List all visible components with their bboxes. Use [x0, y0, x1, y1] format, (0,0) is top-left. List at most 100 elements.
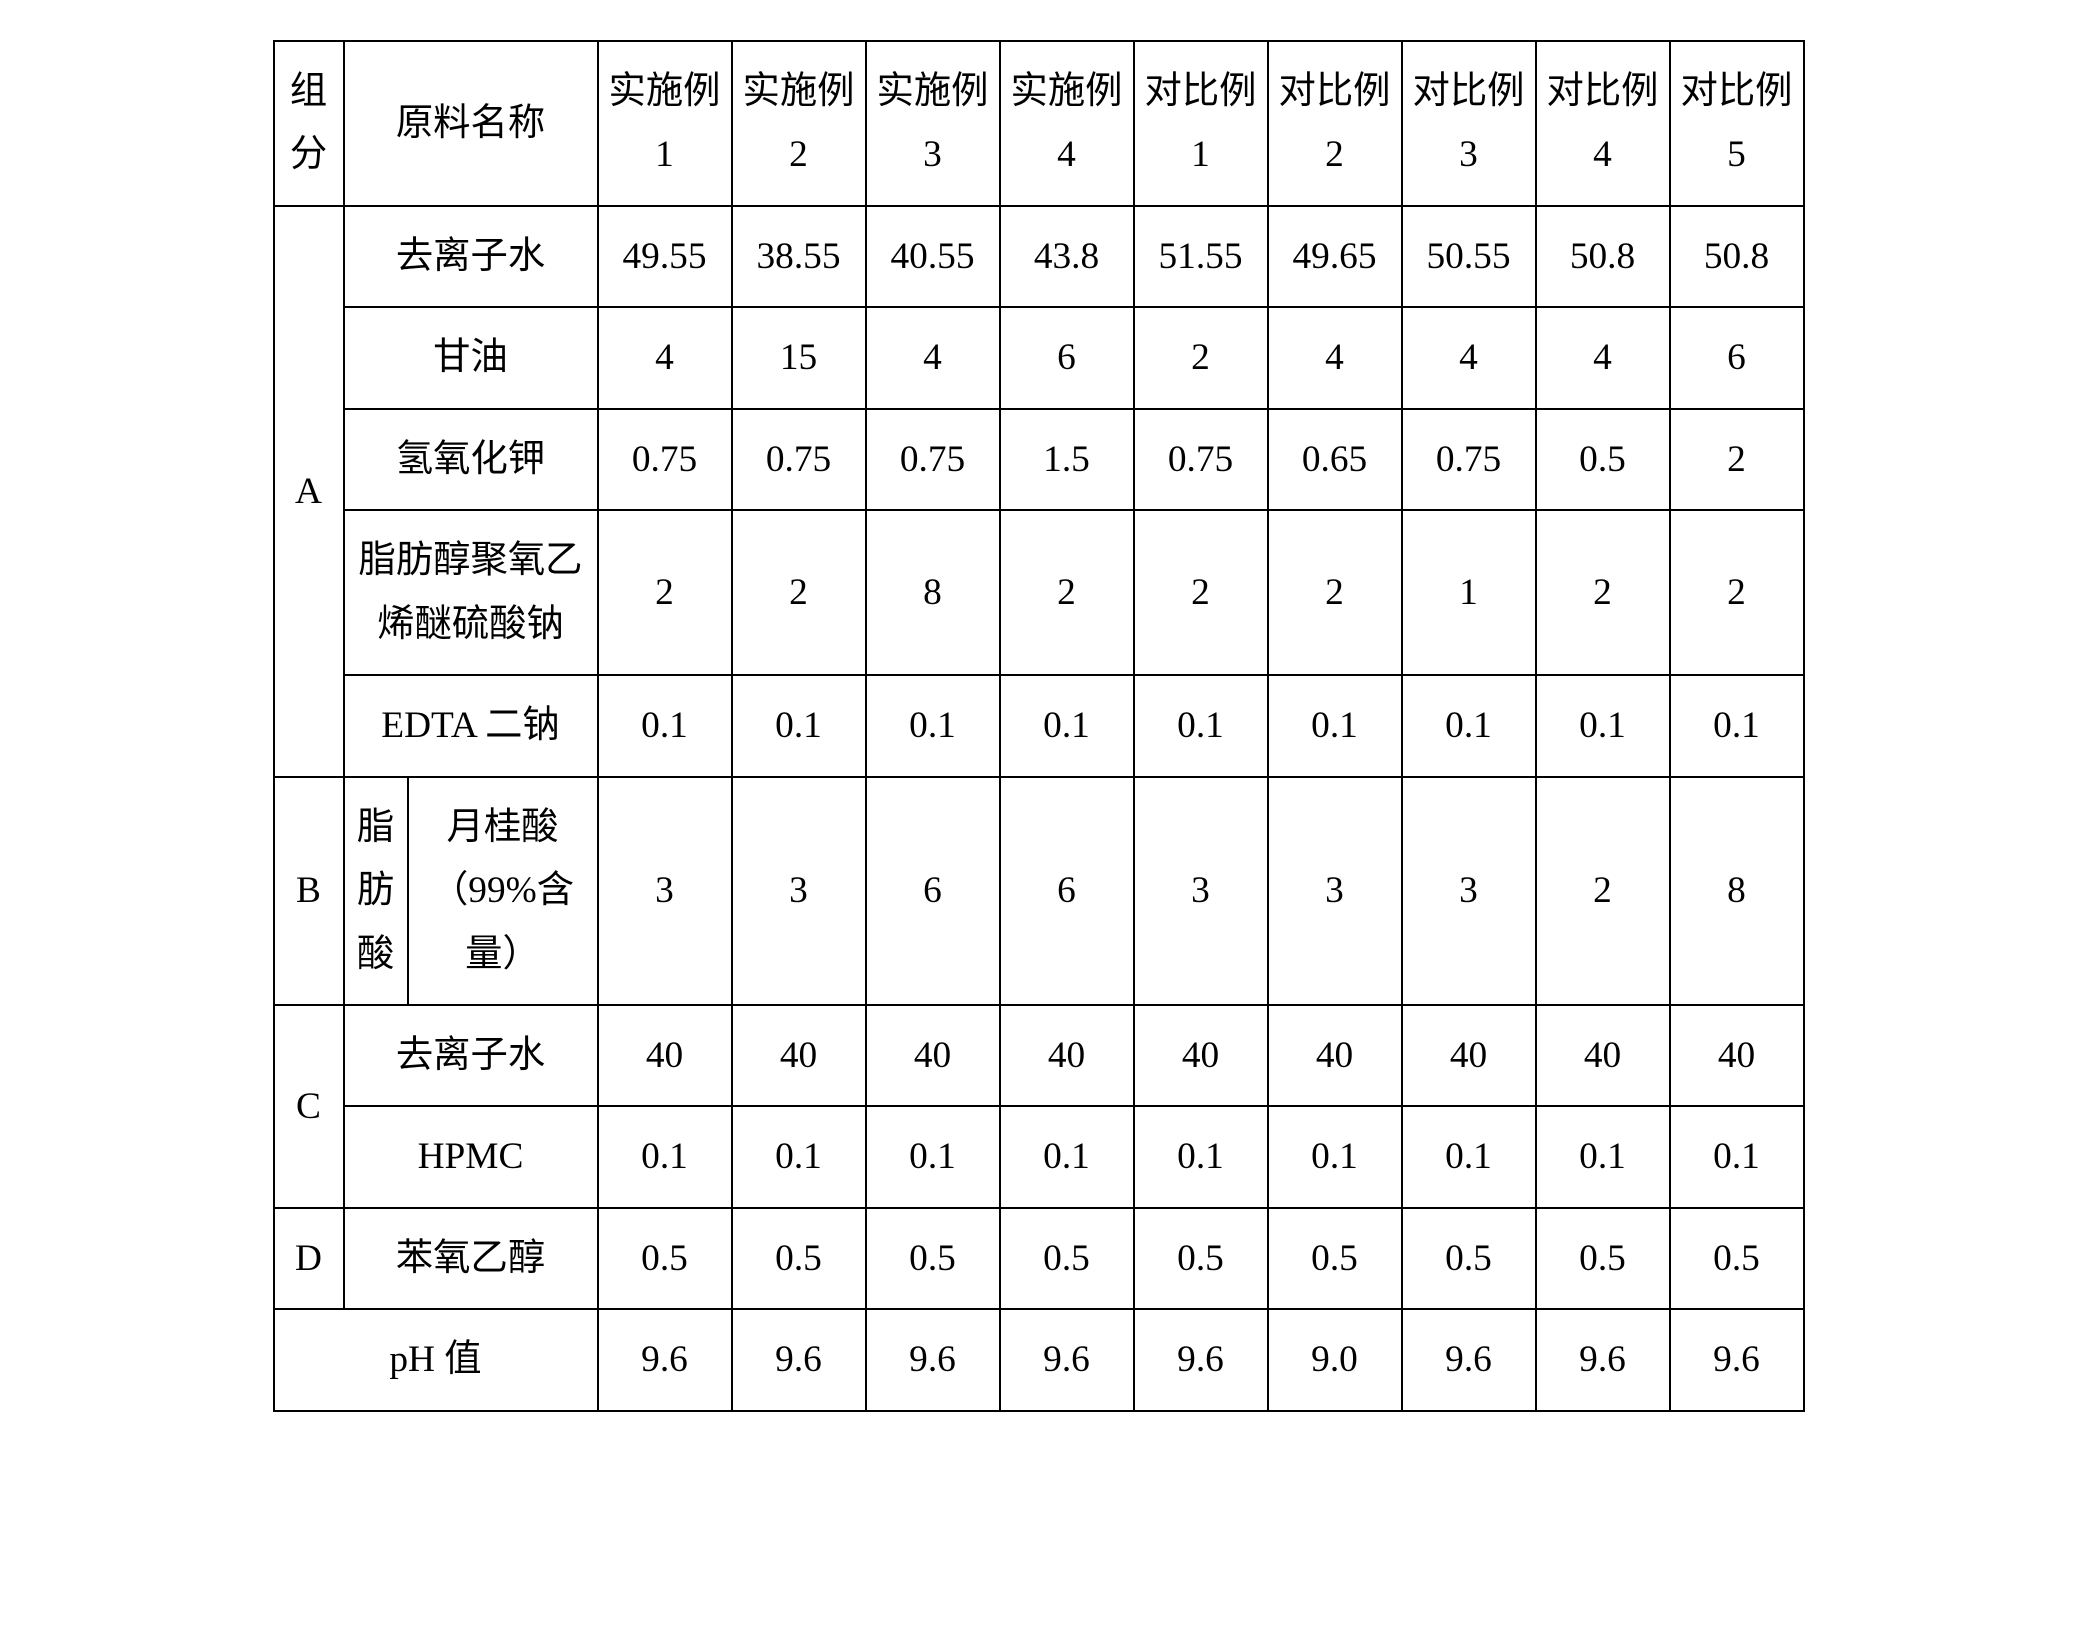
ingredient-name: 去离子水 — [344, 1005, 598, 1106]
cell: 2 — [598, 510, 732, 675]
table-row: 甘油 4 15 4 6 2 4 4 4 6 — [274, 307, 1804, 408]
cell: 0.1 — [1000, 1106, 1134, 1207]
cell: 40 — [1000, 1005, 1134, 1106]
cell: 0.1 — [1134, 1106, 1268, 1207]
cell: 0.5 — [598, 1208, 732, 1309]
cell: 9.6 — [1000, 1309, 1134, 1410]
cell: 6 — [1000, 307, 1134, 408]
cell: 3 — [1134, 777, 1268, 1005]
cell: 0.75 — [1134, 409, 1268, 510]
cell: 0.75 — [866, 409, 1000, 510]
cell: 4 — [1402, 307, 1536, 408]
cell: 0.75 — [1402, 409, 1536, 510]
cell: 9.6 — [1402, 1309, 1536, 1410]
cell: 8 — [866, 510, 1000, 675]
cell: 0.65 — [1268, 409, 1402, 510]
col-header-ingredient: 原料名称 — [344, 41, 598, 206]
cell: 50.55 — [1402, 206, 1536, 307]
col-header: 实施例 3 — [866, 41, 1000, 206]
cell: 0.5 — [866, 1208, 1000, 1309]
ingredient-name: HPMC — [344, 1106, 598, 1207]
ingredient-name: 月桂酸（99%含量） — [408, 777, 598, 1005]
cell: 0.5 — [1000, 1208, 1134, 1309]
cell: 0.5 — [732, 1208, 866, 1309]
cell: 40 — [598, 1005, 732, 1106]
cell: 3 — [598, 777, 732, 1005]
cell: 0.1 — [1134, 675, 1268, 776]
cell: 40 — [732, 1005, 866, 1106]
table-row: C 去离子水 40 40 40 40 40 40 40 40 40 — [274, 1005, 1804, 1106]
table-footer-row: pH 值 9.6 9.6 9.6 9.6 9.6 9.0 9.6 9.6 9.6 — [274, 1309, 1804, 1410]
col-header: 对比例 5 — [1670, 41, 1804, 206]
cell: 2 — [1000, 510, 1134, 675]
col-header: 对比例 3 — [1402, 41, 1536, 206]
cell: 0.1 — [1536, 1106, 1670, 1207]
cell: 0.1 — [1670, 675, 1804, 776]
cell: 4 — [1536, 307, 1670, 408]
group-label-B: B — [274, 777, 344, 1005]
cell: 6 — [866, 777, 1000, 1005]
col-header-group: 组分 — [274, 41, 344, 206]
formulation-table: 组分 原料名称 实施例 1 实施例 2 实施例 3 实施例 4 对比例 1 对比… — [273, 40, 1805, 1412]
ingredient-name: 去离子水 — [344, 206, 598, 307]
ingredient-name: 甘油 — [344, 307, 598, 408]
cell: 9.6 — [866, 1309, 1000, 1410]
cell: 2 — [1134, 510, 1268, 675]
col-header: 对比例 2 — [1268, 41, 1402, 206]
cell: 40 — [1670, 1005, 1804, 1106]
cell: 51.55 — [1134, 206, 1268, 307]
cell: 38.55 — [732, 206, 866, 307]
table-header-row: 组分 原料名称 实施例 1 实施例 2 实施例 3 实施例 4 对比例 1 对比… — [274, 41, 1804, 206]
table-row: 氢氧化钾 0.75 0.75 0.75 1.5 0.75 0.65 0.75 0… — [274, 409, 1804, 510]
cell: 4 — [866, 307, 1000, 408]
cell: 2 — [1536, 510, 1670, 675]
cell: 0.1 — [732, 1106, 866, 1207]
table-row: HPMC 0.1 0.1 0.1 0.1 0.1 0.1 0.1 0.1 0.1 — [274, 1106, 1804, 1207]
cell: 15 — [732, 307, 866, 408]
cell: 0.1 — [732, 675, 866, 776]
cell: 0.1 — [1000, 675, 1134, 776]
cell: 40 — [1536, 1005, 1670, 1106]
cell: 0.1 — [1402, 675, 1536, 776]
ingredient-name: 苯氧乙醇 — [344, 1208, 598, 1309]
group-label-D: D — [274, 1208, 344, 1309]
cell: 2 — [1268, 510, 1402, 675]
footer-label: pH 值 — [274, 1309, 598, 1410]
cell: 2 — [1670, 409, 1804, 510]
cell: 2 — [1670, 510, 1804, 675]
group-label-A: A — [274, 206, 344, 777]
ingredient-name: 氢氧化钾 — [344, 409, 598, 510]
cell: 0.1 — [1268, 1106, 1402, 1207]
ingredient-name: EDTA 二钠 — [344, 675, 598, 776]
cell: 0.5 — [1670, 1208, 1804, 1309]
cell: 9.6 — [732, 1309, 866, 1410]
table-row: 脂肪醇聚氧乙烯醚硫酸钠 2 2 8 2 2 2 1 2 2 — [274, 510, 1804, 675]
cell: 2 — [732, 510, 866, 675]
cell: 9.6 — [1134, 1309, 1268, 1410]
col-header: 实施例 1 — [598, 41, 732, 206]
cell: 6 — [1000, 777, 1134, 1005]
cell: 9.0 — [1268, 1309, 1402, 1410]
cell: 6 — [1670, 307, 1804, 408]
table-row: D 苯氧乙醇 0.5 0.5 0.5 0.5 0.5 0.5 0.5 0.5 0… — [274, 1208, 1804, 1309]
cell: 4 — [598, 307, 732, 408]
cell: 0.1 — [1536, 675, 1670, 776]
table-row: B 脂肪酸 月桂酸（99%含量） 3 3 6 6 3 3 3 2 8 — [274, 777, 1804, 1005]
cell: 9.6 — [1536, 1309, 1670, 1410]
cell: 0.5 — [1268, 1208, 1402, 1309]
cell: 40 — [866, 1005, 1000, 1106]
cell: 0.5 — [1402, 1208, 1536, 1309]
sublabel: 脂肪酸 — [344, 777, 408, 1005]
cell: 0.1 — [1670, 1106, 1804, 1207]
cell: 0.75 — [732, 409, 866, 510]
cell: 1 — [1402, 510, 1536, 675]
col-header: 实施例 4 — [1000, 41, 1134, 206]
cell: 0.5 — [1536, 1208, 1670, 1309]
cell: 2 — [1536, 777, 1670, 1005]
cell: 0.5 — [1536, 409, 1670, 510]
cell: 3 — [732, 777, 866, 1005]
cell: 43.8 — [1000, 206, 1134, 307]
cell: 0.1 — [598, 675, 732, 776]
cell: 0.1 — [866, 675, 1000, 776]
cell: 40.55 — [866, 206, 1000, 307]
